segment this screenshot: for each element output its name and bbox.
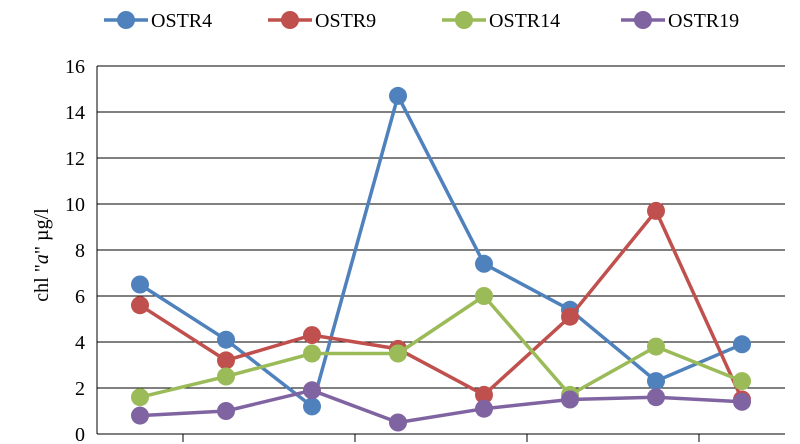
legend-swatch-marker — [455, 11, 473, 29]
data-point — [217, 402, 235, 420]
legend-item-ostr9: OSTR9 — [268, 10, 376, 32]
data-point — [303, 381, 321, 400]
data-point — [561, 307, 579, 326]
y-tick-label: 10 — [65, 194, 85, 216]
axes: 0 2 4 6 8 10 12 14 16 — [65, 56, 785, 444]
data-point — [217, 367, 235, 386]
data-point — [217, 351, 235, 370]
y-tick-label: 2 — [75, 378, 85, 400]
y-tick-label: 4 — [75, 332, 85, 354]
series-line — [139, 294, 743, 399]
legend-label: OSTR14 — [489, 10, 560, 32]
data-point — [647, 337, 665, 356]
series-layer — [131, 86, 751, 432]
series-line — [139, 388, 743, 425]
data-point — [217, 330, 235, 349]
legend-swatch-marker — [281, 11, 299, 29]
data-point — [733, 335, 751, 354]
data-point — [389, 413, 407, 432]
data-point — [475, 385, 493, 404]
data-point — [475, 254, 493, 273]
data-point — [647, 388, 665, 407]
y-axis-title-prefix: chl " — [31, 264, 53, 302]
legend-label: OSTR19 — [668, 10, 739, 32]
series-line — [139, 94, 743, 409]
data-point — [733, 392, 751, 411]
series-ostr4 — [131, 86, 751, 416]
data-point — [389, 344, 407, 363]
legend-swatch-marker — [634, 11, 652, 29]
y-tick-label: 8 — [75, 240, 85, 262]
data-point — [475, 399, 493, 418]
y-tick-label: 12 — [65, 148, 85, 170]
legend-label: OSTR9 — [315, 10, 376, 32]
legend-item-ostr4: OSTR4 — [104, 10, 212, 32]
data-point — [303, 326, 321, 345]
y-tick-label: 16 — [65, 56, 85, 78]
series-line — [139, 209, 744, 401]
legend-swatch-marker — [117, 11, 135, 29]
data-point — [303, 397, 321, 416]
y-tick-label: 14 — [65, 102, 85, 124]
legend-label: OSTR4 — [151, 10, 212, 32]
legend-item-ostr14: OSTR14 — [442, 10, 560, 32]
y-tick-label: 6 — [75, 286, 85, 308]
data-point — [733, 372, 751, 391]
data-point — [131, 275, 149, 294]
data-point — [131, 388, 149, 407]
y-tick-label: 0 — [75, 424, 85, 444]
data-point — [389, 86, 407, 105]
data-point — [303, 344, 321, 363]
data-point — [131, 296, 149, 315]
y-axis-title-italic: a — [31, 254, 53, 264]
legend-item-ostr19: OSTR19 — [621, 10, 739, 32]
legend: OSTR4 OSTR9 OSTR14 OSTR19 — [104, 10, 739, 32]
data-point — [475, 287, 493, 305]
series-ostr14 — [131, 287, 751, 407]
data-point — [647, 372, 665, 391]
data-point — [561, 390, 579, 409]
y-axis-title: chl "a" µg/l — [31, 208, 53, 302]
y-axis-title-suffix: " µg/l — [31, 208, 53, 254]
gridlines — [97, 65, 785, 389]
series-ostr19 — [131, 381, 751, 432]
data-point — [131, 406, 149, 425]
data-point — [647, 201, 665, 220]
